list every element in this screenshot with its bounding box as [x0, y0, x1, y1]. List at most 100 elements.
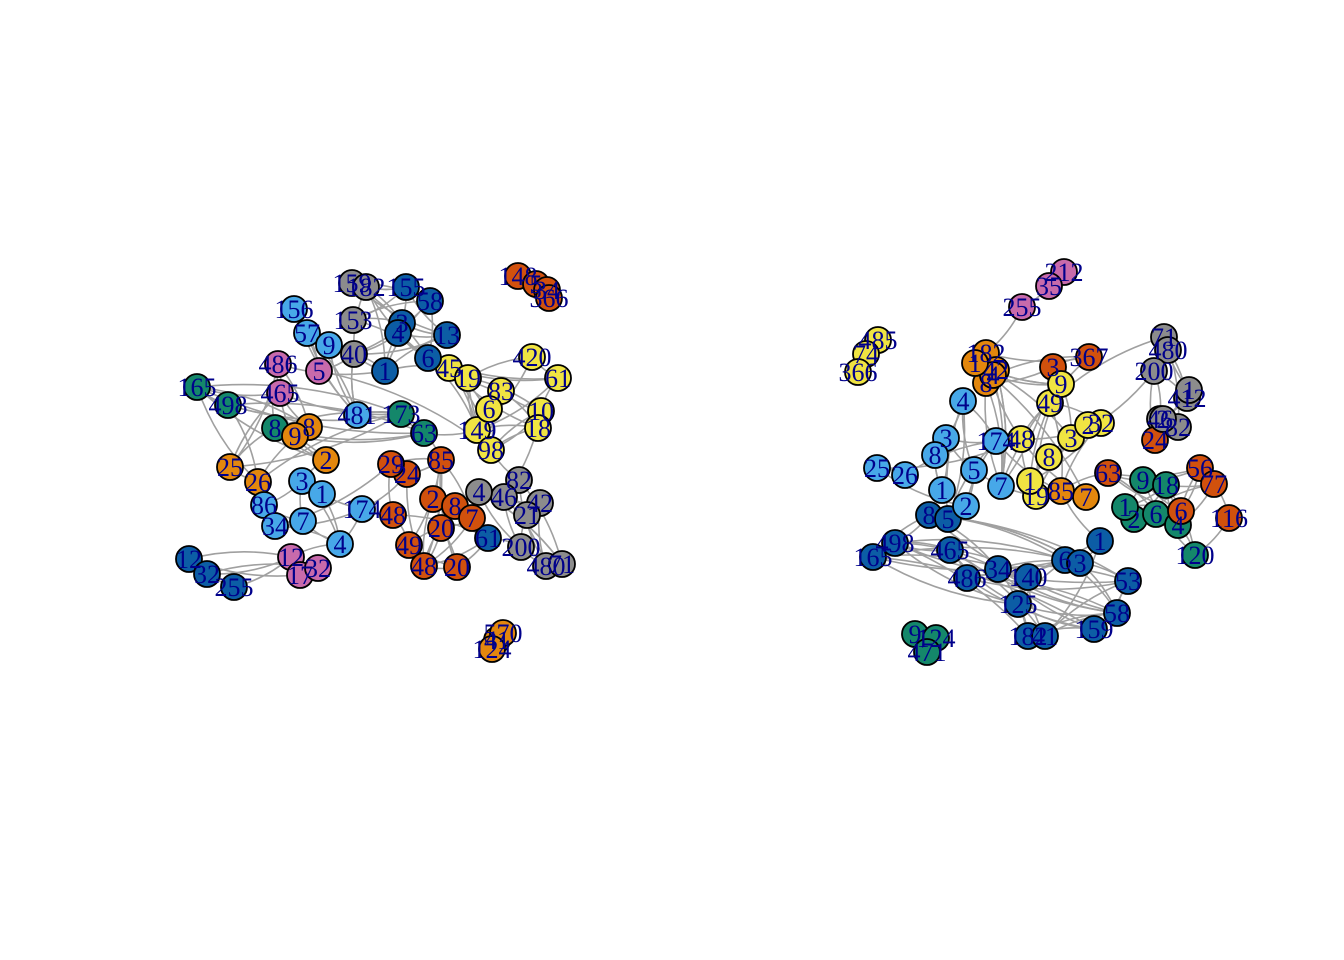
node-140[interactable] [1014, 563, 1042, 591]
node-29[interactable] [377, 450, 405, 478]
node-2[interactable] [952, 492, 980, 520]
node-63[interactable] [1094, 459, 1122, 487]
node-25[interactable] [216, 453, 244, 481]
node-3[interactable] [1066, 549, 1094, 577]
node-32[interactable] [304, 554, 332, 582]
node-35[interactable] [1035, 272, 1063, 300]
node-255[interactable] [1008, 293, 1036, 321]
node-8[interactable] [1035, 443, 1063, 471]
node-1[interactable] [308, 480, 336, 508]
node-61[interactable] [474, 524, 502, 552]
node-98[interactable] [477, 436, 505, 464]
node-153[interactable] [339, 306, 367, 334]
node-57[interactable] [293, 319, 321, 347]
node-255[interactable] [220, 573, 248, 601]
node-200[interactable] [1140, 357, 1168, 385]
node-21[interactable] [513, 501, 541, 529]
node-4[interactable] [326, 530, 354, 558]
node-2[interactable] [1074, 411, 1102, 439]
node-32[interactable] [193, 560, 221, 588]
node-480[interactable] [1154, 336, 1182, 364]
node-34[interactable] [984, 555, 1012, 583]
node-156[interactable] [280, 295, 308, 323]
node-1[interactable] [371, 357, 399, 385]
node-77[interactable] [1200, 470, 1228, 498]
node-367[interactable] [1075, 343, 1103, 371]
node-6[interactable] [475, 395, 503, 423]
node-165[interactable] [859, 543, 887, 571]
node-71[interactable] [548, 550, 576, 578]
node-13[interactable] [433, 321, 461, 349]
node-125[interactable] [1004, 590, 1032, 618]
node-53[interactable] [1114, 567, 1142, 595]
node-48[interactable] [410, 552, 438, 580]
node-61[interactable] [544, 364, 572, 392]
node-7[interactable] [289, 507, 317, 535]
node-9[interactable] [281, 422, 309, 450]
node-25[interactable] [863, 454, 891, 482]
node-124[interactable] [478, 635, 506, 663]
node-159[interactable] [1080, 615, 1108, 643]
node-420[interactable] [518, 343, 546, 371]
node-149[interactable] [463, 416, 491, 444]
node-200[interactable] [507, 533, 535, 561]
node-1[interactable] [1175, 376, 1203, 404]
node-498[interactable] [214, 391, 242, 419]
node-85[interactable] [427, 446, 455, 474]
node-120[interactable] [1181, 541, 1209, 569]
node-3[interactable] [288, 467, 316, 495]
node-1[interactable] [961, 349, 989, 377]
node-498[interactable] [881, 529, 909, 557]
node-4[interactable] [465, 478, 493, 506]
node-48[interactable] [379, 501, 407, 529]
node-26[interactable] [891, 461, 919, 489]
node-366[interactable] [844, 358, 872, 386]
node-174[interactable] [348, 495, 376, 523]
node-2[interactable] [1149, 405, 1177, 433]
node-165[interactable] [183, 373, 211, 401]
node-label-3: 3 [296, 467, 309, 496]
node-155[interactable] [392, 273, 420, 301]
node-63[interactable] [410, 419, 438, 447]
node-12[interactable] [175, 545, 203, 573]
node-58[interactable] [1103, 599, 1131, 627]
node-9[interactable] [315, 331, 343, 359]
node-1[interactable] [1086, 527, 1114, 555]
node-19[interactable] [454, 364, 482, 392]
node-20[interactable] [427, 514, 455, 542]
node-1[interactable] [928, 476, 956, 504]
node-18[interactable] [524, 414, 552, 442]
node-20[interactable] [443, 553, 471, 581]
node-6[interactable] [414, 344, 442, 372]
node-4[interactable] [949, 387, 977, 415]
node-7[interactable] [1072, 483, 1100, 511]
node-7[interactable] [458, 504, 486, 532]
node-366[interactable] [535, 284, 563, 312]
node-486[interactable] [953, 564, 981, 592]
node-40[interactable] [340, 340, 368, 368]
node-58[interactable] [416, 287, 444, 315]
node-481[interactable] [343, 401, 371, 429]
node-7[interactable] [987, 472, 1015, 500]
node-486[interactable] [264, 350, 292, 378]
node-4[interactable] [384, 319, 412, 347]
node-8[interactable] [921, 441, 949, 469]
node-1[interactable] [1111, 493, 1139, 521]
node-173[interactable] [387, 400, 415, 428]
node-6[interactable] [1167, 497, 1195, 525]
node-182[interactable] [352, 273, 380, 301]
node-471[interactable] [913, 638, 941, 666]
node-116[interactable] [1215, 504, 1243, 532]
node-465[interactable] [936, 536, 964, 564]
node-174[interactable] [982, 427, 1010, 455]
node-41[interactable] [1031, 622, 1059, 650]
node-9[interactable] [1047, 370, 1075, 398]
node-18[interactable] [1152, 471, 1180, 499]
node-1[interactable] [1016, 467, 1044, 495]
node-34[interactable] [261, 512, 289, 540]
node-465[interactable] [266, 379, 294, 407]
node-5[interactable] [960, 456, 988, 484]
node-2[interactable] [312, 446, 340, 474]
node-5[interactable] [305, 357, 333, 385]
node-49[interactable] [395, 531, 423, 559]
